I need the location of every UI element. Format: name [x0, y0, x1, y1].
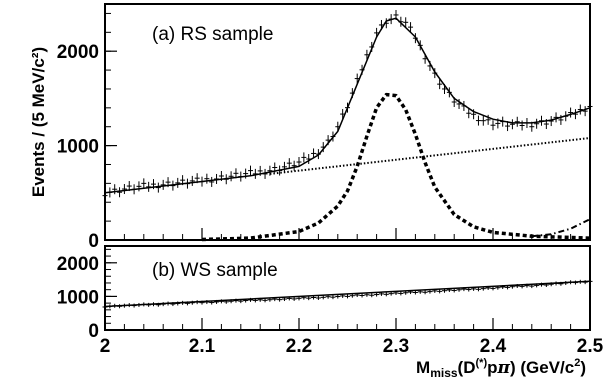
- data-point: [480, 115, 486, 126]
- data-point: [451, 288, 457, 293]
- data-point: [311, 148, 317, 159]
- series-a-4: [531, 218, 591, 238]
- data-point: [553, 112, 559, 123]
- y-axis-title: Events / (5 MeV/c²): [29, 47, 48, 197]
- y-tick-label-a-1: 1000: [57, 137, 99, 158]
- series-a-2: [201, 92, 591, 242]
- panel-a-frame: [104, 3, 591, 241]
- data-point: [320, 295, 326, 300]
- series-b-1: [104, 280, 591, 308]
- data-point: [475, 115, 481, 126]
- panel-a-label: (a) RS sample: [152, 24, 273, 45]
- x-tick-label-4: 2.4: [480, 336, 507, 357]
- data-point: [160, 179, 166, 190]
- data-point: [330, 295, 336, 300]
- data-point: [412, 290, 418, 295]
- data-point: [359, 293, 365, 298]
- data-point: [383, 292, 389, 297]
- x-tick-label-5: 2.5: [577, 336, 603, 357]
- data-point: [175, 177, 181, 188]
- data-point: [437, 79, 443, 90]
- data-point: [398, 291, 404, 296]
- y-tick-label-b-2: 2000: [57, 254, 99, 275]
- x-tick-label-2: 2.2: [286, 336, 312, 357]
- data-point: [189, 175, 195, 186]
- data-point: [369, 293, 375, 298]
- data-point: [374, 292, 380, 297]
- data-point: [204, 173, 210, 184]
- data-point: [281, 161, 287, 172]
- data-point: [403, 17, 409, 28]
- data-point: [306, 296, 312, 301]
- series-a-1: [104, 17, 591, 194]
- data-point: [490, 120, 496, 131]
- panel-b-label: (b) WS sample: [152, 260, 278, 281]
- data-point: [475, 287, 481, 292]
- data-point: [233, 168, 239, 179]
- data-point: [209, 176, 215, 187]
- data-point: [136, 181, 142, 192]
- data-point: [466, 108, 472, 119]
- data-point: [301, 152, 307, 163]
- data-point: [577, 104, 583, 115]
- data-point: [277, 297, 283, 302]
- data-point: [315, 295, 321, 300]
- y-tick-label-b-1: 1000: [57, 287, 99, 308]
- data-point: [286, 158, 292, 169]
- data-point: [291, 296, 297, 301]
- x-axis-title: Mmiss(D(*)pπ) (GeV/c2): [416, 357, 586, 380]
- data-point: [422, 290, 428, 295]
- y-tick-label-a-0: 0: [88, 231, 99, 252]
- data-point: [228, 171, 234, 182]
- data-point: [568, 107, 574, 118]
- x-tick-label-3: 2.3: [383, 336, 409, 357]
- data-point: [121, 184, 127, 195]
- data-point: [262, 298, 268, 303]
- data-point: [155, 182, 161, 193]
- data-point: [534, 118, 540, 129]
- data-point: [267, 165, 273, 176]
- x-tick-label-0: 2: [100, 336, 111, 357]
- data-point: [582, 106, 588, 117]
- data-point: [587, 101, 593, 112]
- data-point: [514, 116, 520, 127]
- data-point: [291, 160, 297, 171]
- data-point: [335, 294, 341, 299]
- data-point: [345, 294, 350, 299]
- data-point: [437, 289, 443, 294]
- data-point: [141, 178, 147, 189]
- data-point: [117, 187, 123, 198]
- data-point: [456, 98, 462, 109]
- data-point: [408, 22, 414, 33]
- data-point: [296, 157, 302, 168]
- y-tick-label-b-0: 0: [88, 321, 99, 342]
- data-point: [509, 119, 515, 130]
- data-point: [248, 165, 253, 176]
- panel-b-frame: [104, 245, 591, 331]
- data-point: [112, 184, 118, 195]
- data-point: [572, 109, 578, 120]
- series-a-3: [269, 137, 591, 175]
- x-tick-label-1: 2.1: [189, 336, 216, 357]
- y-tick-label-a-2: 2000: [57, 42, 99, 63]
- data-point: [519, 120, 525, 131]
